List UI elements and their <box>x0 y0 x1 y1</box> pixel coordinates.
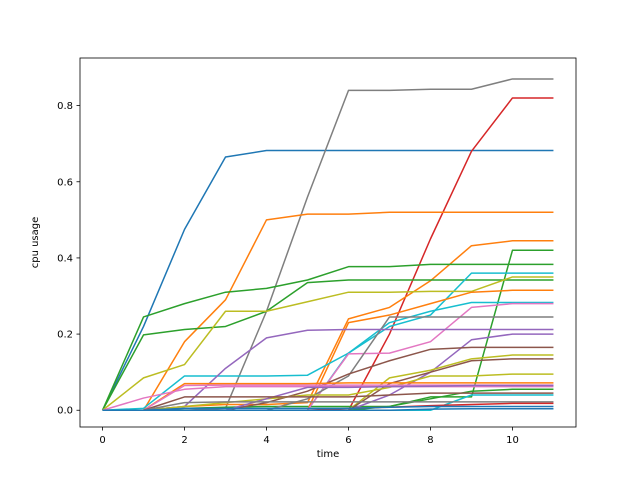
series-line-12 <box>102 301 554 411</box>
x-tick-label: 4 <box>263 435 269 446</box>
series-line-7 <box>101 263 554 411</box>
series-line-21 <box>102 382 554 411</box>
x-axis-title: time <box>317 449 340 460</box>
series-line-4 <box>102 211 554 411</box>
series-line-1 <box>101 149 554 411</box>
y-tick-label: 0.2 <box>57 330 73 341</box>
x-tick-label: 6 <box>345 435 351 446</box>
y-tick-label: 0.4 <box>57 253 73 264</box>
series-line-10 <box>102 276 554 411</box>
y-tick-label: 0.0 <box>57 406 73 417</box>
series-line-28 <box>102 401 554 411</box>
x-tick-label: 0 <box>99 435 105 446</box>
y-tick-label: 0.8 <box>57 101 73 112</box>
y-tick-label: 0.6 <box>57 177 73 188</box>
plot-frame <box>79 57 577 428</box>
x-tick-label: 10 <box>506 435 519 446</box>
y-axis-title: cpu usage <box>30 217 41 269</box>
plot-lines <box>101 78 554 411</box>
x-axis-ticks: 0 2 4 6 8 10 <box>99 427 519 446</box>
series-line-20 <box>102 373 554 411</box>
x-tick-label: 8 <box>427 435 433 446</box>
series-line-8 <box>101 279 554 411</box>
series-line-26 <box>102 392 554 411</box>
series-line-31 <box>102 407 554 411</box>
x-tick-label: 2 <box>181 435 187 446</box>
series-line-23 <box>102 385 554 411</box>
y-axis-ticks: 0.0 0.2 0.4 0.6 0.8 <box>57 101 80 417</box>
series-line-30 <box>102 405 554 411</box>
